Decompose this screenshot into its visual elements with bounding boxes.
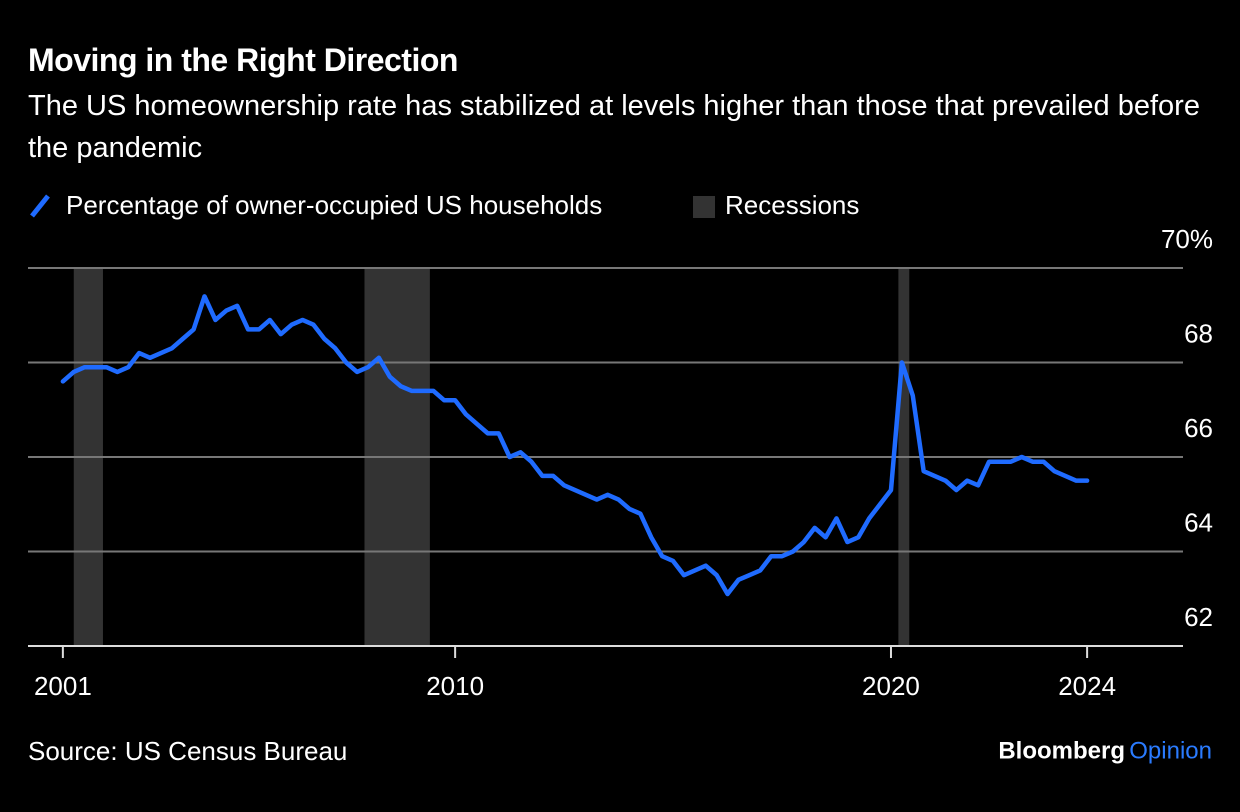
source: Source: US Census Bureau [28, 736, 347, 766]
y-tick-label: 66 [1184, 413, 1213, 443]
y-tick-label: 62 [1184, 602, 1213, 632]
legend-recession-icon [693, 196, 715, 218]
legend-label: Recessions [725, 190, 859, 220]
legend-label: Percentage of owner-occupied US househol… [66, 190, 602, 220]
data-line [60, 294, 1090, 597]
x-tick-label: 2024 [1058, 671, 1116, 701]
legend-line-icon [30, 194, 50, 218]
brand-product: Opinion [1129, 737, 1212, 764]
y-tick-label: 70% [1161, 224, 1213, 254]
x-tick-label: 2001 [34, 671, 92, 701]
brand: Bloomberg [998, 737, 1125, 764]
x-tick-label: 2020 [862, 671, 920, 701]
chart-title: Moving in the Right Direction [28, 42, 458, 78]
x-tick-label: 2010 [426, 671, 484, 701]
y-tick-label: 68 [1184, 318, 1213, 348]
y-tick-label: 64 [1184, 507, 1213, 537]
chart-subtitle: The US homeownership rate has stabilized… [28, 90, 1200, 164]
